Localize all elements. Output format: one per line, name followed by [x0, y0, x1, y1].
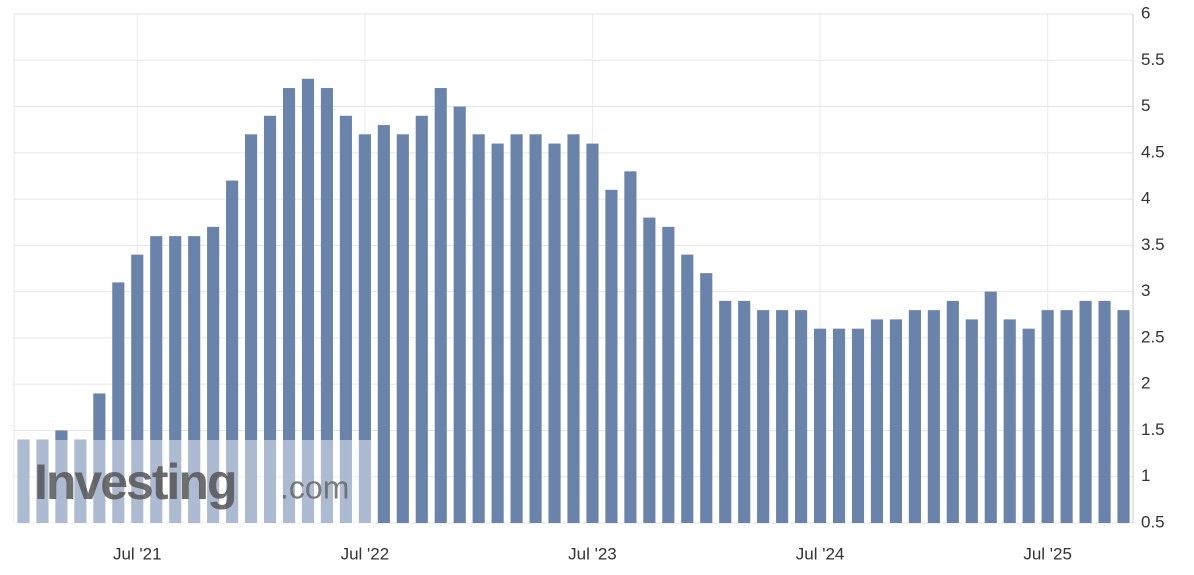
bar	[700, 273, 713, 523]
bar	[226, 180, 239, 523]
bar	[358, 134, 371, 524]
bar	[567, 134, 580, 524]
bar	[396, 134, 409, 524]
bar	[908, 310, 921, 523]
x-tick-label: Jul '25	[1023, 544, 1072, 563]
watermark-brand: Investing	[34, 454, 235, 510]
bar	[813, 328, 827, 523]
bar	[1003, 319, 1016, 523]
y-tick-label: 2.5	[1141, 327, 1165, 346]
y-tick-label: 4.5	[1141, 142, 1165, 161]
bar	[1041, 310, 1054, 523]
bar	[927, 310, 940, 523]
bar	[719, 300, 732, 523]
bar	[795, 310, 808, 523]
bar	[1079, 300, 1092, 523]
y-tick-label: 6	[1141, 3, 1150, 22]
bar	[207, 226, 220, 523]
bar	[377, 125, 390, 524]
x-tick-label: Jul '22	[341, 544, 390, 563]
bar	[74, 439, 87, 523]
bar	[55, 430, 68, 523]
bar	[510, 134, 523, 524]
bars	[17, 78, 1130, 524]
bar	[169, 236, 182, 524]
bar	[832, 328, 846, 523]
bar	[1117, 310, 1130, 523]
x-tick-label: Jul '23	[568, 544, 617, 563]
bar	[851, 328, 865, 523]
bar	[491, 143, 504, 523]
watermark-backdrop	[14, 440, 374, 524]
x-tick-label: Jul '24	[796, 544, 845, 563]
bar	[93, 393, 106, 523]
bar	[946, 300, 959, 523]
bar	[245, 134, 258, 524]
bar	[624, 171, 637, 523]
bar	[662, 226, 675, 523]
bar	[415, 115, 428, 524]
bar	[282, 88, 296, 523]
bar	[112, 282, 125, 523]
bar	[36, 439, 49, 523]
bar	[1098, 300, 1111, 523]
y-tick-label: 5	[1141, 96, 1150, 115]
y-tick-label: 3.5	[1141, 235, 1165, 254]
bar	[643, 217, 656, 523]
bar	[131, 254, 144, 524]
watermark-suffix: .com	[280, 469, 349, 505]
y-tick-label: 5.5	[1141, 50, 1165, 69]
bar	[548, 143, 561, 523]
bar	[681, 254, 694, 524]
y-tick-label: 1.5	[1141, 420, 1165, 439]
bar	[984, 291, 997, 523]
y-tick-label: 2	[1141, 374, 1150, 393]
y-tick-label: 3	[1141, 281, 1150, 300]
y-tick-label: 0.5	[1141, 512, 1165, 531]
y-tick-label: 4	[1141, 189, 1150, 208]
bar	[738, 300, 751, 523]
bar	[301, 78, 315, 524]
bar	[188, 236, 201, 524]
y-tick-label: 1	[1141, 466, 1150, 485]
bar	[889, 319, 902, 523]
bar	[434, 88, 447, 523]
bar	[150, 236, 163, 524]
bar	[776, 310, 789, 523]
bar	[529, 134, 542, 524]
bar	[965, 319, 978, 523]
bar	[263, 115, 277, 524]
bar	[1022, 328, 1035, 523]
bar	[17, 439, 30, 523]
bar	[586, 143, 599, 523]
bar	[605, 189, 618, 523]
bar	[870, 319, 884, 523]
bar	[757, 310, 770, 523]
x-tick-label: Jul '21	[113, 544, 162, 563]
bar	[472, 134, 485, 524]
bar	[453, 106, 466, 523]
bar	[320, 88, 334, 523]
bar	[1060, 310, 1073, 523]
bar	[339, 115, 352, 524]
